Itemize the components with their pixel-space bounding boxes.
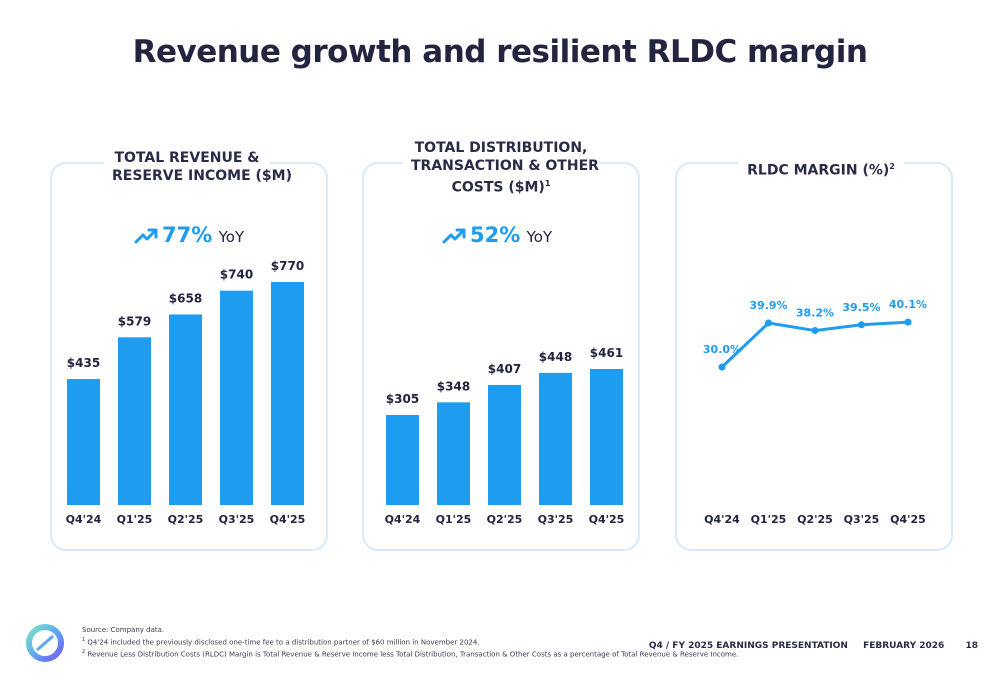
bar-0-4 <box>271 282 304 505</box>
trending-up-icon <box>442 228 466 244</box>
margin-value-label-3: 39.5% <box>842 301 880 314</box>
bar-value-label-0-0: $435 <box>67 356 100 370</box>
x-tick-label-0-4: Q4'25 <box>270 513 306 526</box>
x-tick-label-1-3: Q3'25 <box>538 513 574 526</box>
margin-point-2 <box>811 327 819 335</box>
costs-heading: TOTAL DISTRIBUTION, TRANSACTION & OTHER … <box>403 139 599 197</box>
bar-0-3 <box>220 290 253 505</box>
x-tick-label-1-0: Q4'24 <box>385 513 421 526</box>
costs-yoy: 52% YoY <box>442 223 552 247</box>
bar-value-label-0-3: $740 <box>220 268 253 282</box>
bar-1-0 <box>386 415 419 505</box>
margin-value-label-0: 30.0% <box>703 343 741 356</box>
costs-yoy-suffix: YoY <box>526 228 553 246</box>
x-tick-label-1-1: Q1'25 <box>436 513 472 526</box>
margin-point-3 <box>858 321 865 329</box>
revenue-heading: TOTAL REVENUE & RESERVE INCOME ($M) <box>104 149 292 185</box>
x-tick-label-1-2: Q2'25 <box>487 513 523 526</box>
margin-value-label-4: 40.1% <box>889 298 927 311</box>
bar-value-label-0-1: $579 <box>118 314 151 328</box>
margin-heading: RLDC MARGIN (%)2 <box>738 158 904 180</box>
bar-value-label-1-4: $461 <box>590 346 623 360</box>
footer-info: Q4 / FY 2025 EARNINGS PRESENTATION FEBRU… <box>637 641 978 651</box>
margin-value-label-1: 39.9% <box>749 299 787 312</box>
slide-title: Revenue growth and resilient RLDC margin <box>132 34 868 70</box>
bar-value-label-1-2: $407 <box>488 362 521 376</box>
bar-value-label-1-3: $448 <box>539 350 572 364</box>
x-tick-label-0-0: Q4'24 <box>66 513 102 526</box>
bar-value-label-1-0: $305 <box>386 392 419 406</box>
bar-1-4 <box>590 369 623 505</box>
footnote-1: 1 Q4'24 included the previously disclose… <box>82 637 480 647</box>
x-tick-label-2-2: Q2'25 <box>797 513 833 526</box>
x-tick-label-2-1: Q1'25 <box>751 513 787 526</box>
footnotes: Source: Company data. 1 Q4'24 included t… <box>82 625 738 660</box>
bar-1-1 <box>437 402 470 505</box>
x-tick-label-0-1: Q1'25 <box>117 513 153 526</box>
presentation-date: FEBRUARY 2026 <box>863 641 945 651</box>
page-number: 18 <box>965 641 978 651</box>
bar-0-0 <box>67 379 100 505</box>
x-tick-label-0-3: Q3'25 <box>219 513 255 526</box>
x-tick-label-2-4: Q4'25 <box>890 513 926 526</box>
costs-yoy-value: 52% <box>470 223 521 247</box>
company-logo-icon <box>22 620 68 670</box>
presentation-name: Q4 / FY 2025 EARNINGS PRESENTATION <box>648 641 848 651</box>
x-tick-label-0-2: Q2'25 <box>168 513 204 526</box>
trending-up-icon <box>134 228 158 244</box>
revenue-yoy-value: 77% <box>162 223 213 247</box>
bar-value-label-1-1: $348 <box>437 379 470 393</box>
margin-point-0 <box>718 363 726 371</box>
bar-0-2 <box>169 314 202 505</box>
footnote-source: Source: Company data. <box>82 626 165 634</box>
footnote-2: 2 Revenue Less Distribution Costs (RLDC)… <box>82 649 739 659</box>
margin-panel <box>675 162 953 551</box>
margin-point-1 <box>765 319 772 327</box>
bar-0-1 <box>118 337 151 505</box>
bar-value-label-0-4: $770 <box>271 259 304 273</box>
x-tick-label-1-4: Q4'25 <box>589 513 625 526</box>
bar-value-label-0-2: $658 <box>169 291 202 305</box>
x-tick-label-2-0: Q4'24 <box>704 513 740 526</box>
margin-value-label-2: 38.2% <box>796 307 834 320</box>
revenue-yoy: 77% YoY <box>134 223 244 247</box>
revenue-yoy-suffix: YoY <box>218 228 245 246</box>
margin-point-4 <box>904 318 912 326</box>
bar-1-2 <box>488 384 521 505</box>
bar-1-3 <box>539 372 572 505</box>
x-tick-label-2-3: Q3'25 <box>844 513 880 526</box>
